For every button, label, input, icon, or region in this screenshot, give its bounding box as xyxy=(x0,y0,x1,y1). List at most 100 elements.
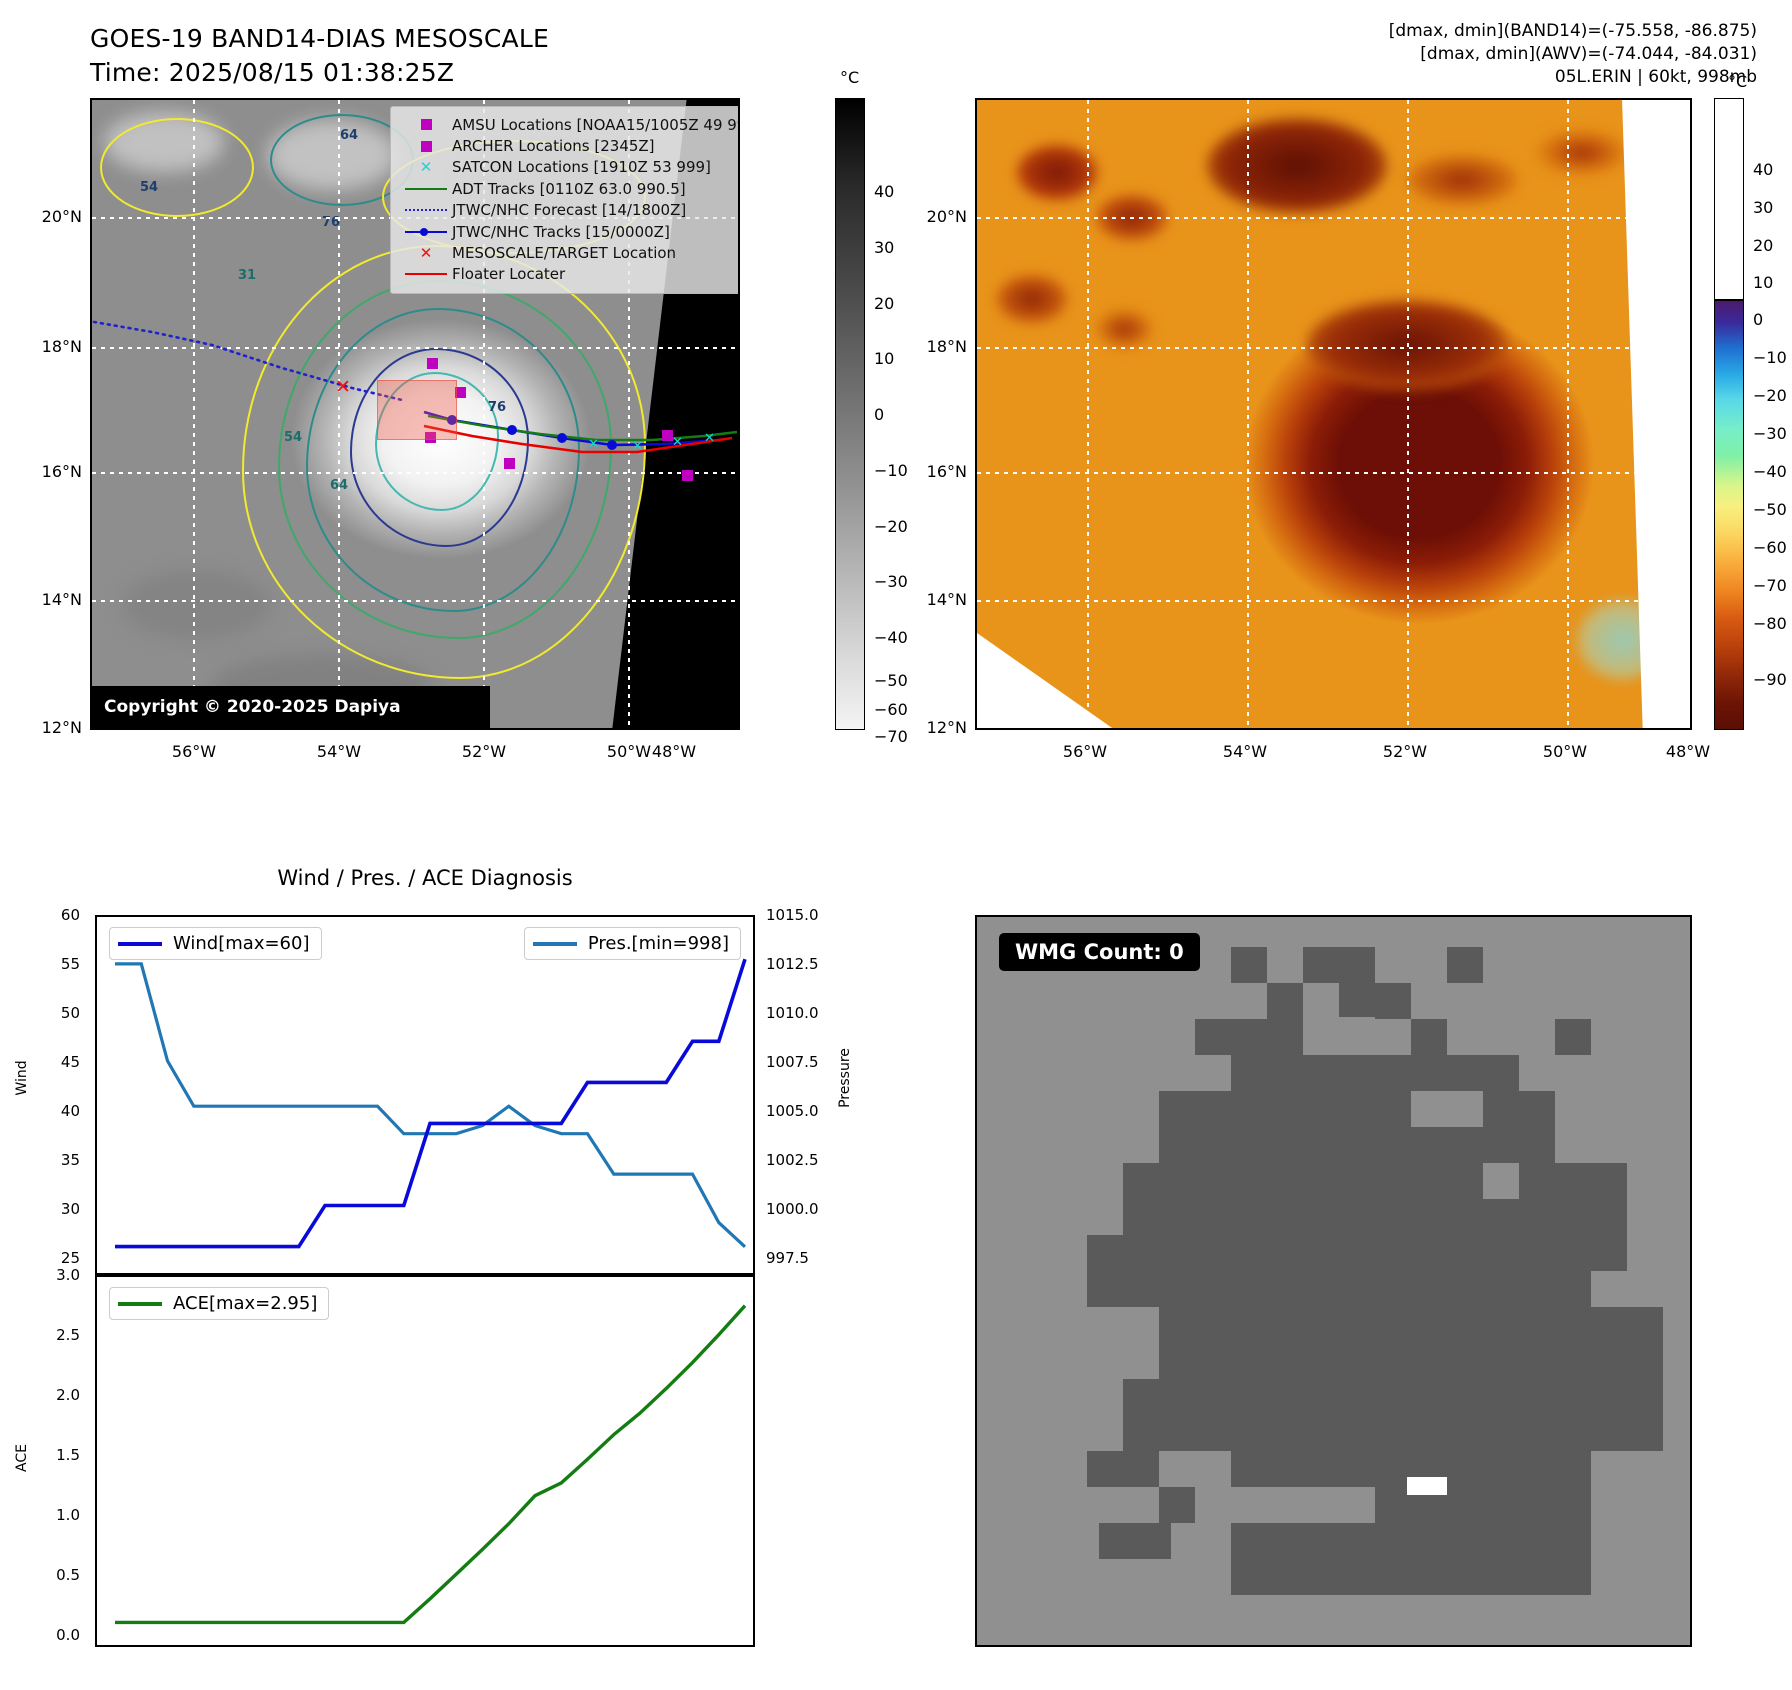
floater-locater-track xyxy=(423,424,733,454)
wind-tick: 45 xyxy=(60,1053,80,1071)
awv-colorbar-tick: −40 xyxy=(1753,462,1787,481)
wind-tick: 40 xyxy=(60,1102,80,1120)
wind-legend: Wind[max=60] xyxy=(109,927,322,960)
ace-tick: 2.0 xyxy=(56,1386,80,1404)
ir-colorbar-tick: −60 xyxy=(874,700,908,719)
ir-colorbar-tick: −70 xyxy=(874,727,908,746)
ir-colorbar-tick: 10 xyxy=(874,349,895,368)
legend-item: ✕ MESOSCALE/TARGET Location xyxy=(400,242,738,263)
wind-tick: 50 xyxy=(60,1004,80,1022)
gridline-lon xyxy=(628,100,630,728)
satcon-location-marker: ✕ xyxy=(704,431,715,446)
awv-lat-tick: 14°N xyxy=(926,590,967,609)
legend-item: ARCHER Locations [2345Z] xyxy=(400,135,738,156)
convective-blob xyxy=(1097,310,1152,348)
timestamp-label: Time: 2025/08/15 01:38:25Z xyxy=(90,58,455,87)
awv-colorbar-tick: 10 xyxy=(1753,273,1774,292)
ace-axis-label: ACE xyxy=(14,1444,30,1472)
pressure-tick: 1012.5 xyxy=(766,955,819,973)
ir-satellite-image[interactable]: 54 64 76 31 76 54 64 xyxy=(90,98,740,730)
awv-lat-tick: 20°N xyxy=(926,207,967,226)
cloud-blob xyxy=(122,570,272,640)
awv-colorbar-tick: −50 xyxy=(1753,500,1787,519)
ace-line xyxy=(115,1304,747,1625)
storm-id-label: 05L.ERIN | 60kt, 998mb xyxy=(1554,67,1757,87)
contour-label: 31 xyxy=(238,268,257,283)
wind-tick: 55 xyxy=(60,955,80,973)
pressure-tick: 1000.0 xyxy=(766,1200,819,1218)
ace-plot-area xyxy=(97,1277,753,1645)
cloud-blob xyxy=(267,120,397,190)
satcon-location-marker: ✕ xyxy=(588,437,599,452)
pressure-tick: 1010.0 xyxy=(766,1004,819,1022)
ir-lat-tick: 20°N xyxy=(41,207,82,226)
wmg-map-panel[interactable]: WMG Count: 0 xyxy=(975,915,1692,1647)
legend-item: AMSU Locations [NOAA15/1005Z 49 999] xyxy=(400,114,738,135)
ace-chart[interactable]: ACE[max=2.95] xyxy=(95,1275,755,1647)
copyright-text: Copyright © 2020-2025 Dapiya xyxy=(104,697,401,717)
awv-colorbar-tick: −80 xyxy=(1753,614,1787,633)
awv-colorbar-tick: −20 xyxy=(1753,386,1787,405)
archer-location-marker xyxy=(504,458,515,469)
awv-colorbar-tick: 30 xyxy=(1753,198,1774,217)
pressure-axis-label: Pressure xyxy=(837,1048,853,1108)
awv-lon-tick: 56°W xyxy=(1062,742,1108,761)
legend-label: JTWC/NHC Forecast [14/1800Z] xyxy=(452,201,687,220)
ir-map-legend: AMSU Locations [NOAA15/1005Z 49 999] ARC… xyxy=(390,106,738,295)
wind-line-icon xyxy=(118,941,162,946)
gridline-lat xyxy=(977,600,1690,602)
mesoscale-target-box xyxy=(377,380,457,440)
legend-label: ADT Tracks [0110Z 63.0 990.5] xyxy=(452,179,686,198)
ir-colorbar-tick: 30 xyxy=(874,238,895,257)
contour-label: 54 xyxy=(140,180,159,195)
awv-colorbar-warm xyxy=(1714,98,1744,300)
awv-colorbar-cold xyxy=(1714,300,1744,730)
wind-pressure-chart[interactable]: Wind[max=60] Pres.[min=998] xyxy=(95,915,755,1275)
amsu-location-marker xyxy=(427,358,438,369)
ir-lat-tick: 18°N xyxy=(41,337,82,356)
ace-line-icon xyxy=(118,1301,162,1306)
band14-minmax-label: [dmax, dmin](BAND14)=(-75.558, -86.875) xyxy=(1388,21,1757,41)
legend-label: SATCON Locations [1910Z 53 999] xyxy=(452,158,711,177)
ace-tick: 1.5 xyxy=(56,1446,80,1464)
wmg-white-cell xyxy=(1407,1477,1447,1495)
gridline-lon xyxy=(1087,100,1089,728)
ir-colorbar-tick: −50 xyxy=(874,671,908,690)
ir-colorbar-tick: 20 xyxy=(874,294,895,313)
pressure-tick: 1002.5 xyxy=(766,1151,819,1169)
jtwc-forecast-track xyxy=(92,320,404,402)
ir-colorbar-tick: −40 xyxy=(874,628,908,647)
gridline-lon xyxy=(1247,100,1249,728)
convective-blob xyxy=(1537,130,1627,175)
ace-tick: 2.5 xyxy=(56,1326,80,1344)
archer-location-marker xyxy=(425,432,436,443)
amsu-location-marker xyxy=(662,430,673,441)
awv-lon-tick: 54°W xyxy=(1222,742,1268,761)
magenta-square-icon xyxy=(400,119,452,131)
awv-colorbar-tick: −70 xyxy=(1753,576,1787,595)
contour-label: 76 xyxy=(488,400,507,415)
gridline-lon xyxy=(1407,100,1409,728)
ir-lon-tick: 54°W xyxy=(316,742,362,761)
wmg-cells xyxy=(1087,947,1663,1595)
convective-blob xyxy=(1017,145,1097,200)
ir-lat-tick: 16°N xyxy=(41,462,82,481)
gridline-lat xyxy=(92,600,738,602)
wind-legend-label: Wind[max=60] xyxy=(173,933,310,954)
legend-item: JTWC/NHC Tracks [15/0000Z] xyxy=(400,221,738,242)
legend-item: Floater Locater xyxy=(400,264,738,285)
gridline-lat xyxy=(977,472,1690,474)
gridline-lon xyxy=(193,100,195,728)
wind-tick: 25 xyxy=(60,1249,80,1267)
mesoscale-target-marker: ✕ xyxy=(335,376,351,398)
red-line-icon xyxy=(400,273,452,276)
pressure-legend-label: Pres.[min=998] xyxy=(587,933,729,954)
wind-tick: 30 xyxy=(60,1200,80,1218)
ir-lat-tick: 14°N xyxy=(41,590,82,609)
awv-satellite-image[interactable] xyxy=(975,98,1692,730)
ace-tick: 0.5 xyxy=(56,1566,80,1584)
awv-colorbar-tick: −90 xyxy=(1753,670,1787,689)
legend-item: JTWC/NHC Forecast [14/1800Z] xyxy=(400,200,738,221)
ir-colorbar-tick: −30 xyxy=(874,572,908,591)
